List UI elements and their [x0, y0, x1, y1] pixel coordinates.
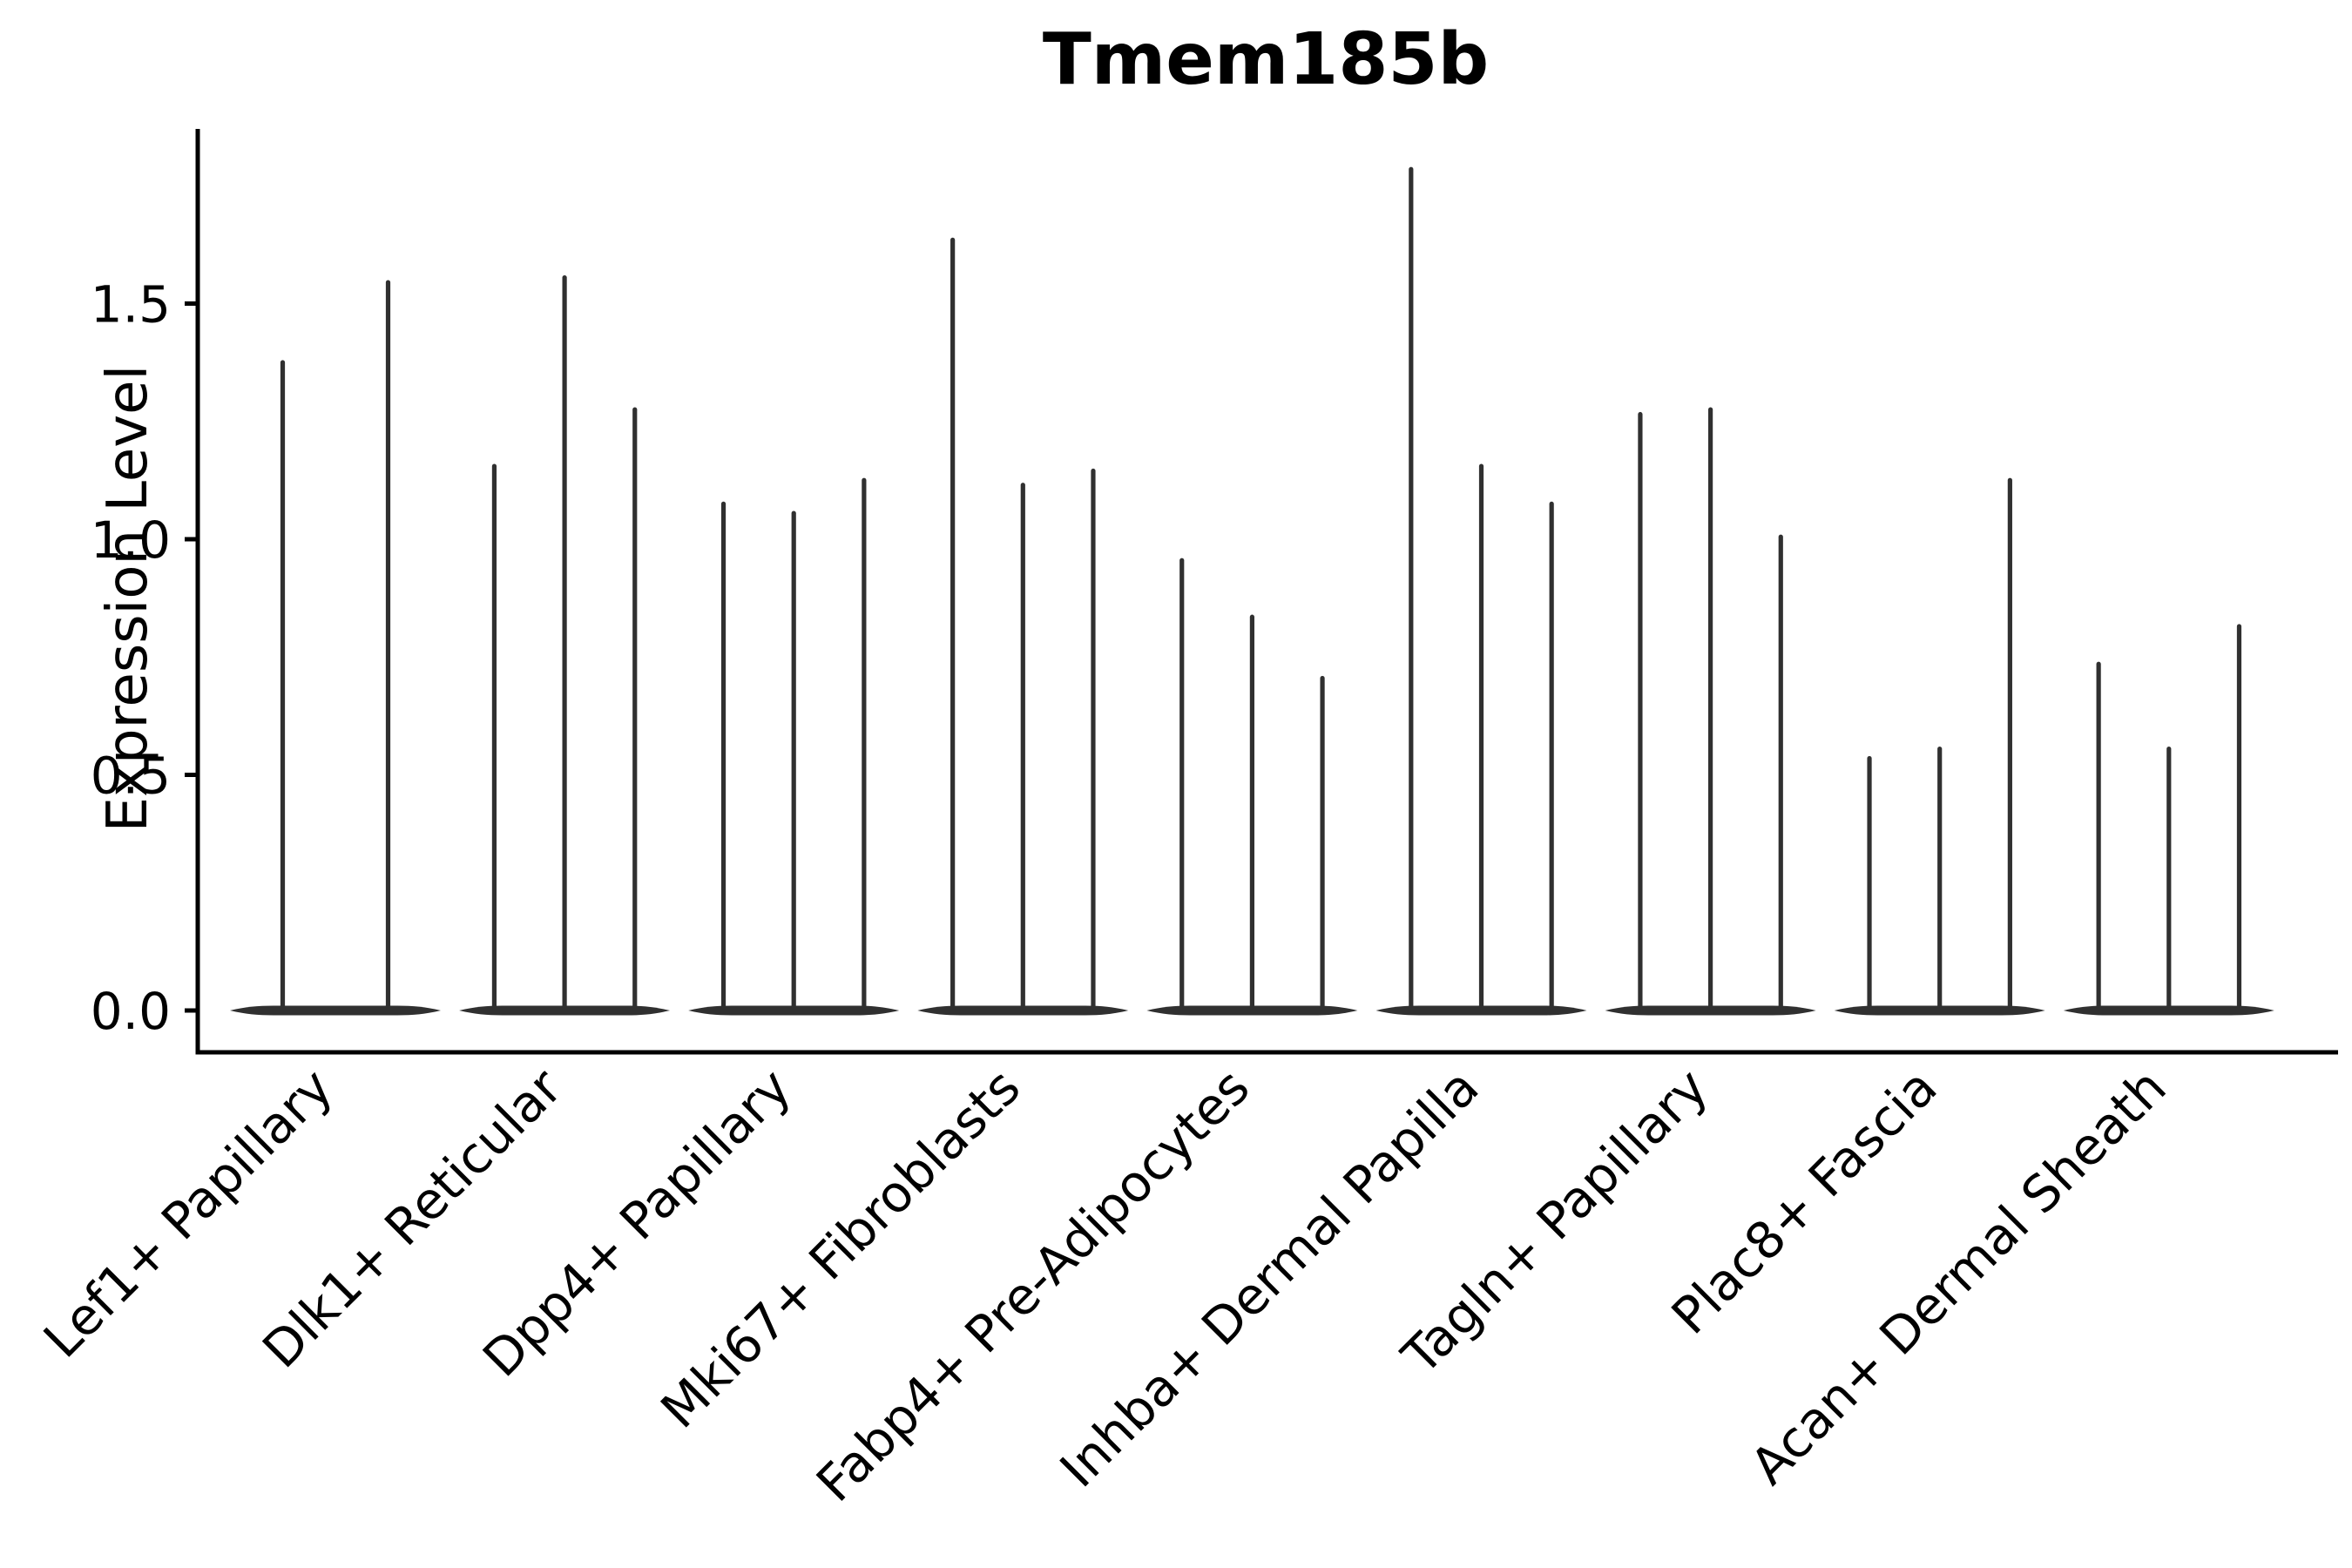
y-axis-ticks: 0.0 0.5 1.0 1.5 — [91, 275, 198, 1041]
y-tick-label: 0.5 — [91, 747, 171, 806]
y-tick-label: 1.5 — [91, 275, 171, 335]
chart-title: Tmem185b — [1043, 18, 1489, 101]
x-tick-label: Inhba+ Dermal Papilla — [1049, 1058, 1490, 1499]
violin-group — [917, 237, 1129, 1016]
violin-base — [230, 1005, 441, 1016]
violin-group — [688, 477, 900, 1016]
violins-layer — [230, 166, 2274, 1016]
violin-group — [2063, 624, 2274, 1016]
y-tick-label: 0.0 — [91, 982, 171, 1041]
x-tick-label: Acan+ Dermal Sheath — [1739, 1058, 2177, 1496]
violin-group — [1146, 558, 1358, 1016]
y-axis-label: Expression Level — [96, 365, 160, 833]
x-tick-label: Fabp4+ Pre-Adipocytes — [805, 1058, 1260, 1513]
violin-group — [1605, 407, 1816, 1016]
violin-group — [459, 275, 671, 1016]
y-tick-label: 1.0 — [91, 510, 171, 570]
violin-group — [1834, 477, 2045, 1016]
violin-group — [1375, 166, 1587, 1016]
violin-group — [230, 280, 441, 1016]
